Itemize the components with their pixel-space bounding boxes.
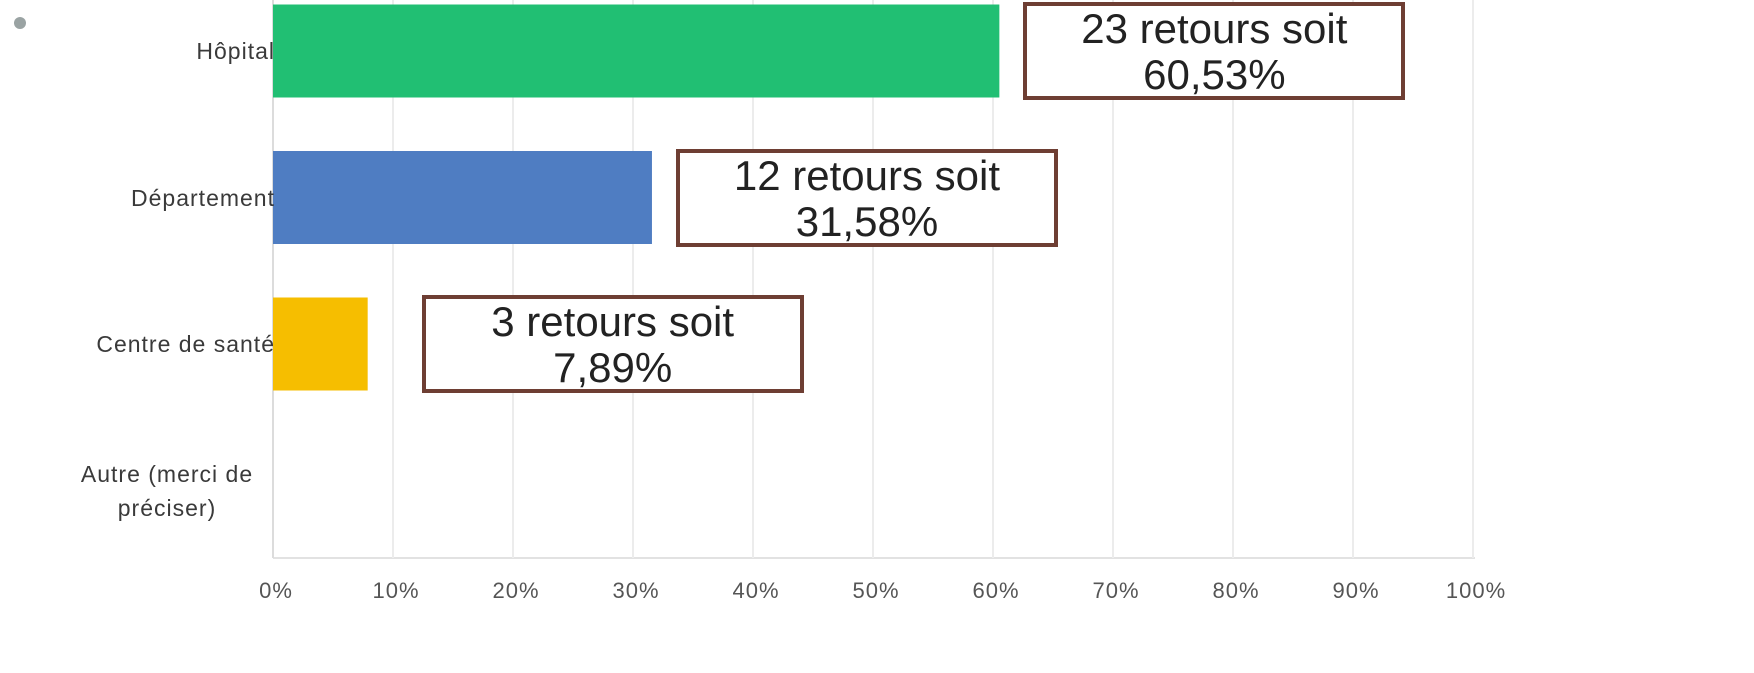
x-tick-label: 100%	[1445, 578, 1507, 603]
x-tick-label: 30%	[612, 578, 660, 603]
bullet	[14, 17, 26, 29]
data-label: 3 retours soit 7,89%	[421, 295, 804, 393]
x-tick-label: 10%	[372, 578, 420, 603]
x-tick-label: 70%	[1092, 578, 1140, 603]
y-tick-label: Hôpital	[196, 38, 275, 64]
bar	[273, 151, 652, 244]
x-tick-label: 80%	[1212, 578, 1260, 603]
y-tick-label: Département	[131, 184, 275, 211]
x-tick-label: 40%	[732, 578, 780, 603]
bar	[273, 4, 1000, 98]
x-tick-label: 60%	[972, 578, 1020, 603]
data-label: 12 retours soit 31,58%	[675, 148, 1058, 247]
x-tick-label: 50%	[852, 578, 900, 603]
y-tick-label: Autre (merci de préciser)	[80, 460, 254, 521]
x-tick-label: 20%	[492, 578, 540, 603]
x-tick-label: 0%	[259, 578, 293, 603]
x-tick-label: 90%	[1332, 578, 1380, 603]
y-tick-label: Centre de santé	[96, 331, 275, 357]
bar	[273, 297, 368, 391]
data-label: 23 retours soit 60,53%	[1023, 2, 1406, 100]
